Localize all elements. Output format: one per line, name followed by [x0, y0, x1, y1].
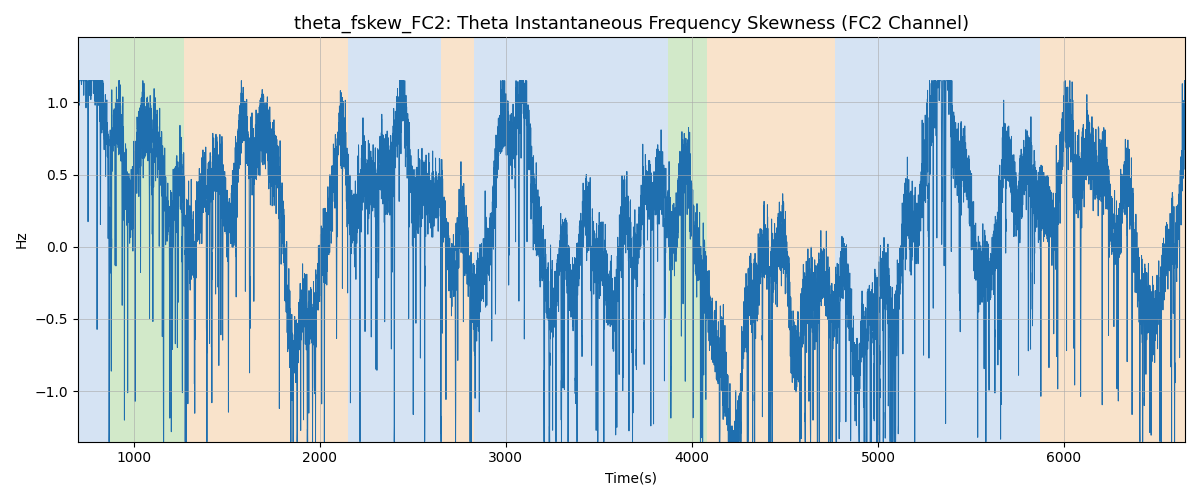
Bar: [440, 38, 474, 442]
Bar: [667, 38, 707, 442]
Bar: [348, 38, 440, 442]
Bar: [707, 38, 835, 442]
Y-axis label: Hz: Hz: [14, 230, 29, 248]
Title: theta_fskew_FC2: Theta Instantaneous Frequency Skewness (FC2 Channel): theta_fskew_FC2: Theta Instantaneous Fre…: [294, 15, 970, 34]
Bar: [109, 38, 184, 442]
Bar: [835, 38, 1040, 442]
Bar: [184, 38, 348, 442]
Bar: [474, 38, 667, 442]
Bar: [78, 38, 109, 442]
X-axis label: Time(s): Time(s): [606, 471, 658, 485]
Bar: [1040, 38, 1186, 442]
